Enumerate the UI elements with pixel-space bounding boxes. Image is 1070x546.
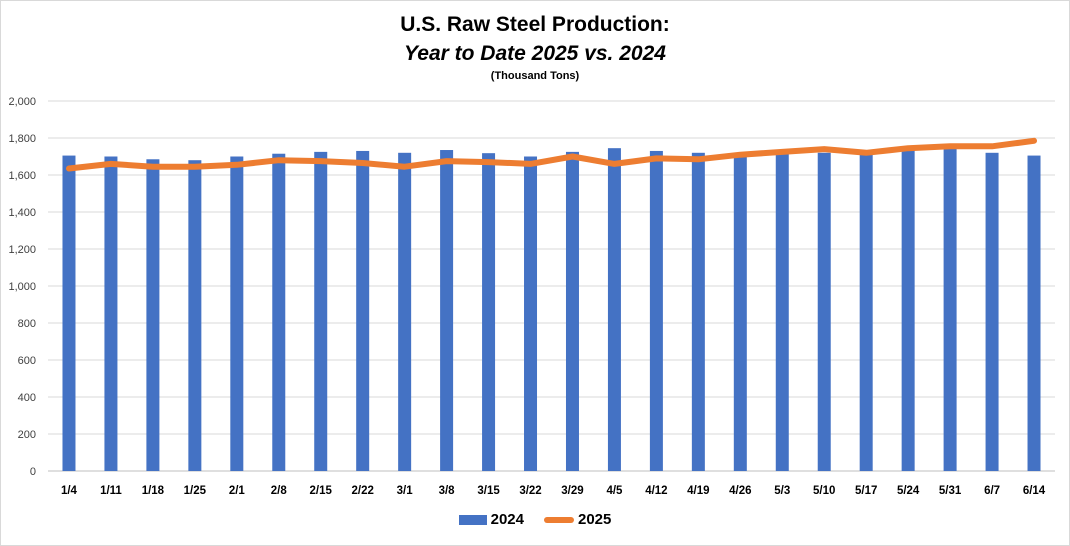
x-tick-label: 6/7 <box>984 485 1000 497</box>
x-tick-label: 5/31 <box>939 485 962 497</box>
bar-2024 <box>565 151 579 471</box>
x-tick-label: 2/8 <box>271 485 288 497</box>
bar-2024 <box>733 156 747 471</box>
y-tick-label: 1,200 <box>8 244 36 256</box>
y-tick-label: 800 <box>18 318 36 330</box>
x-tick-label: 3/8 <box>439 485 456 497</box>
legend-swatch-2025 <box>544 516 574 523</box>
x-tick-label: 5/10 <box>813 485 835 497</box>
bar-2024 <box>62 155 76 471</box>
line-2025 <box>66 137 1037 172</box>
legend-label-2025: 2025 <box>578 511 612 528</box>
x-tick-label: 6/14 <box>1023 485 1046 497</box>
bar-2024 <box>146 159 160 471</box>
bar-2024 <box>188 160 202 471</box>
bar-2024 <box>398 152 412 472</box>
bar-2024 <box>440 150 454 471</box>
bars-2024 <box>62 147 1041 472</box>
x-tick-label: 1/25 <box>184 485 207 497</box>
bar-2024 <box>1027 155 1041 471</box>
x-tick-label: 3/22 <box>519 485 541 497</box>
x-tick-label: 2/15 <box>310 485 333 497</box>
bar-2024 <box>985 152 999 472</box>
legend-item-2025: 2025 <box>544 511 611 528</box>
x-tick-label: 4/5 <box>606 485 623 497</box>
legend-label-2024: 2024 <box>490 511 524 528</box>
legend: 2024 2025 <box>0 511 1070 528</box>
bar-2024 <box>943 147 957 471</box>
legend-item-2024: 2024 <box>458 511 524 528</box>
x-tick-label: 2/1 <box>229 485 246 497</box>
x-tick-label: 3/15 <box>477 485 500 497</box>
y-tick-label: 1,400 <box>8 207 36 219</box>
y-tick-label: 1,000 <box>8 281 36 293</box>
bar-2024 <box>314 151 328 471</box>
x-tick-label: 1/18 <box>142 485 165 497</box>
y-tick-label: 1,800 <box>8 133 36 145</box>
x-tick-label: 5/24 <box>897 485 920 497</box>
chart-subtitle: Year to Date 2025 vs. 2024 <box>404 42 666 65</box>
bar-2024 <box>649 150 663 471</box>
bar-2024 <box>524 156 538 471</box>
y-tick-label: 600 <box>18 355 36 367</box>
bar-2024 <box>230 156 244 471</box>
bar-2024 <box>272 153 286 471</box>
y-tick-label: 2,000 <box>8 96 36 108</box>
x-tick-label: 1/4 <box>61 485 78 497</box>
x-tick-label: 2/22 <box>351 485 373 497</box>
bar-2024 <box>775 152 789 472</box>
bar-2024 <box>356 150 370 471</box>
legend-swatch-2024 <box>458 514 487 525</box>
x-tick-label: 4/12 <box>645 485 667 497</box>
x-tick-label: 3/29 <box>561 485 583 497</box>
x-tick-label: 5/3 <box>774 485 790 497</box>
bar-2024 <box>901 149 915 471</box>
bar-2024 <box>482 153 496 472</box>
bar-2024 <box>691 152 705 472</box>
gridlines <box>48 100 1055 472</box>
chart-unit-note: (Thousand Tons) <box>490 70 580 82</box>
y-tick-label: 200 <box>18 429 36 441</box>
y-tick-label: 1,600 <box>8 170 36 182</box>
y-axis-ticks: 0 200 400 600 800 1,000 1,200 1,400 1,600 1,800 2,… <box>8 96 36 478</box>
bar-2024 <box>859 154 873 471</box>
x-tick-label: 4/26 <box>729 485 751 497</box>
x-tick-label: 1/11 <box>100 485 122 497</box>
x-tick-label: 3/1 <box>397 485 414 497</box>
x-tick-label: 5/17 <box>855 485 877 497</box>
x-axis-ticks: 1/4 1/11 1/18 1/25 2/1 2/8 2/15 2/22 3/1 3/8 3/15 3… <box>61 485 1046 497</box>
series-line-2025 <box>66 137 1037 172</box>
y-tick-label: 400 <box>18 392 36 404</box>
x-tick-label: 4/19 <box>687 485 709 497</box>
bar-2024 <box>607 148 621 472</box>
bar-2024 <box>104 156 118 471</box>
y-tick-label: 0 <box>30 466 36 478</box>
chart-title: U.S. Raw Steel Production: <box>400 13 670 36</box>
bar-2024 <box>817 152 831 472</box>
